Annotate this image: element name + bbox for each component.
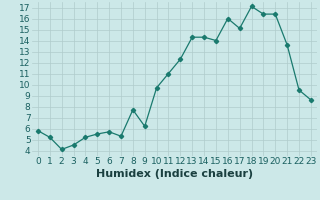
X-axis label: Humidex (Indice chaleur): Humidex (Indice chaleur)	[96, 169, 253, 179]
